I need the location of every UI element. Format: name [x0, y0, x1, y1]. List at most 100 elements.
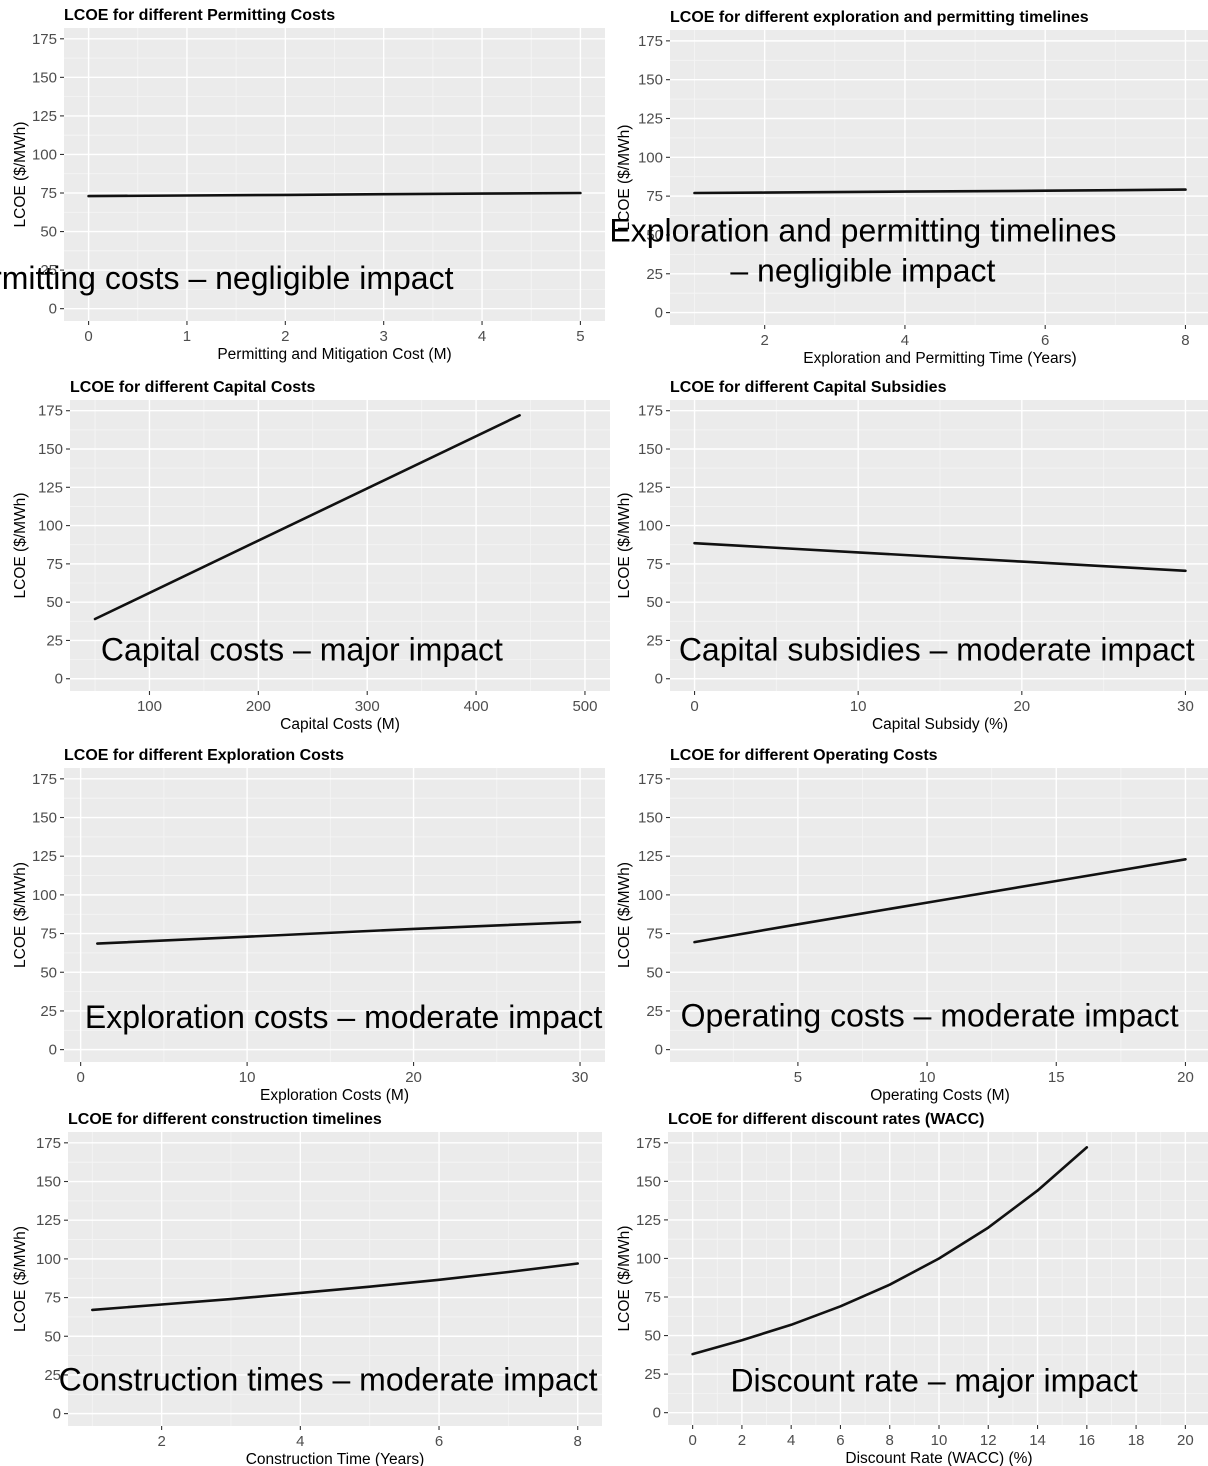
- x-tick-label: 6: [435, 1433, 443, 1450]
- chart-svg-exploration-costs: LCOE for different Exploration Costs 0 25 5…: [12, 747, 605, 1104]
- y-tick-label: 175: [32, 771, 57, 788]
- y-tick-label: 175: [638, 403, 663, 420]
- x-tick-label: 10: [850, 698, 867, 715]
- y-tick-label: 175: [36, 1135, 61, 1152]
- y-tick-label: 125: [636, 1212, 661, 1229]
- x-tick-label: 8: [886, 1432, 894, 1449]
- chart-title: LCOE for different construction timeline…: [68, 1111, 382, 1128]
- y-tick-label: 125: [638, 111, 663, 128]
- chart-title: LCOE for different Permitting Costs: [64, 7, 335, 24]
- chart-svg-operating-costs: LCOE for different Operating Costs 0 25 50 7…: [616, 747, 1208, 1104]
- impact-annotation: Exploration and permitting timelines: [609, 212, 1116, 248]
- x-tick-label: 8: [574, 1433, 582, 1450]
- y-tick-label: 150: [638, 72, 663, 89]
- y-tick-label: 75: [44, 1290, 61, 1307]
- y-tick-label: 75: [646, 188, 663, 205]
- chart-panel-exploration-costs: LCOE for different Exploration Costs 0 25 5…: [0, 736, 605, 1104]
- y-tick-label: 125: [32, 108, 57, 125]
- x-tick-label: 3: [380, 328, 388, 345]
- y-tick-label: 25: [646, 266, 663, 283]
- lcoe-line: [96, 920, 582, 945]
- x-tick-label: 14: [1029, 1432, 1046, 1449]
- y-axis-label: LCOE ($/MWh): [12, 1226, 29, 1332]
- x-tick-label: 500: [572, 698, 597, 715]
- x-tick-label: 2: [281, 328, 289, 345]
- x-tick-label: 2: [761, 332, 769, 349]
- y-tick-label: 100: [638, 149, 663, 166]
- y-tick-label: 25: [44, 1367, 61, 1384]
- x-tick-label: 20: [1013, 698, 1030, 715]
- y-tick-label: 25: [40, 1003, 57, 1020]
- chart-title: LCOE for different Capital Costs: [70, 379, 315, 396]
- y-tick-label: 25: [40, 262, 57, 279]
- x-tick-label: 8: [1181, 332, 1189, 349]
- y-tick-label: 125: [32, 848, 57, 865]
- chart-title: LCOE for different exploration and permi…: [670, 9, 1089, 26]
- impact-annotation: Exploration costs – moderate impact: [85, 999, 603, 1035]
- y-tick-label: 175: [32, 31, 57, 48]
- y-tick-label: 100: [638, 887, 663, 904]
- y-axis-label: LCOE ($/MWh): [616, 1226, 633, 1332]
- y-tick-label: 50: [644, 1328, 661, 1345]
- y-tick-label: 175: [38, 403, 63, 420]
- lcoe-line: [93, 413, 521, 621]
- y-tick-label: 0: [655, 305, 663, 322]
- y-tick-label: 150: [36, 1174, 61, 1191]
- y-tick-label: 150: [32, 810, 57, 827]
- y-tick-label: 175: [638, 33, 663, 50]
- y-tick-label: 75: [646, 556, 663, 573]
- chart-panel-exploration-permitting-timelines: LCOE for different exploration and permi…: [604, 0, 1208, 368]
- y-tick-label: 50: [40, 964, 57, 981]
- x-tick-label: 400: [464, 698, 489, 715]
- x-tick-label: 20: [1177, 1069, 1194, 1086]
- chart-panel-capital-costs: LCOE for different Capital Costs 0 25 50 75 1…: [0, 370, 610, 738]
- y-tick-label: 75: [644, 1289, 661, 1306]
- x-tick-label: 4: [787, 1432, 795, 1449]
- x-axis-label: Discount Rate (WACC) (%): [845, 1450, 1032, 1466]
- lcoe-line: [693, 188, 1187, 195]
- x-tick-label: 6: [836, 1432, 844, 1449]
- x-tick-label: 20: [405, 1069, 422, 1086]
- impact-annotation: Permitting costs – negligible impact: [0, 260, 454, 296]
- impact-annotation: Capital costs – major impact: [101, 632, 503, 668]
- x-axis-label: Exploration Costs (M): [260, 1087, 409, 1104]
- y-tick-label: 75: [40, 185, 57, 202]
- y-tick-label: 25: [46, 632, 63, 649]
- y-tick-label: 0: [655, 671, 663, 688]
- y-tick-label: 125: [638, 848, 663, 865]
- y-axis-label: LCOE ($/MWh): [616, 125, 633, 231]
- y-tick-label: 175: [636, 1135, 661, 1152]
- x-tick-label: 15: [1048, 1069, 1065, 1086]
- chart-svg-exploration-permitting-timelines: LCOE for different exploration and permi…: [609, 9, 1208, 367]
- x-tick-label: 4: [901, 332, 909, 349]
- chart-panel-construction-timelines: LCOE for different construction timeline…: [0, 1100, 604, 1466]
- x-tick-label: 0: [688, 1432, 696, 1449]
- x-tick-label: 6: [1041, 332, 1049, 349]
- y-tick-label: 75: [46, 556, 63, 573]
- y-tick-label: 50: [40, 224, 57, 241]
- y-tick-label: 50: [46, 594, 63, 611]
- y-tick-label: 100: [38, 518, 63, 535]
- chart-svg-discount-rates: LCOE for different discount rates (WACC)…: [616, 1111, 1208, 1466]
- chart-svg-capital-subsidies: LCOE for different Capital Subsidies 0 25 5…: [616, 379, 1208, 733]
- x-tick-label: 4: [296, 1433, 304, 1450]
- chart-svg-construction-timelines: LCOE for different construction timeline…: [12, 1111, 602, 1466]
- x-axis-label: Operating Costs (M): [870, 1087, 1010, 1104]
- impact-annotation: Capital subsidies – moderate impact: [679, 632, 1195, 668]
- y-tick-label: 50: [44, 1328, 61, 1345]
- impact-annotation: Discount rate – major impact: [730, 1362, 1137, 1398]
- y-tick-label: 100: [636, 1250, 661, 1267]
- y-tick-label: 75: [40, 926, 57, 943]
- y-tick-label: 100: [638, 518, 663, 535]
- y-tick-label: 125: [38, 479, 63, 496]
- y-tick-label: 100: [36, 1251, 61, 1268]
- x-tick-label: 30: [572, 1069, 589, 1086]
- y-tick-label: 25: [646, 632, 663, 649]
- chart-title: LCOE for different Capital Subsidies: [670, 379, 947, 396]
- y-tick-label: 0: [49, 301, 57, 318]
- x-axis-label: Permitting and Mitigation Cost (M): [217, 346, 451, 363]
- y-tick-label: 25: [646, 1003, 663, 1020]
- y-tick-label: 150: [638, 441, 663, 458]
- y-tick-label: 125: [36, 1212, 61, 1229]
- x-tick-label: 2: [157, 1433, 165, 1450]
